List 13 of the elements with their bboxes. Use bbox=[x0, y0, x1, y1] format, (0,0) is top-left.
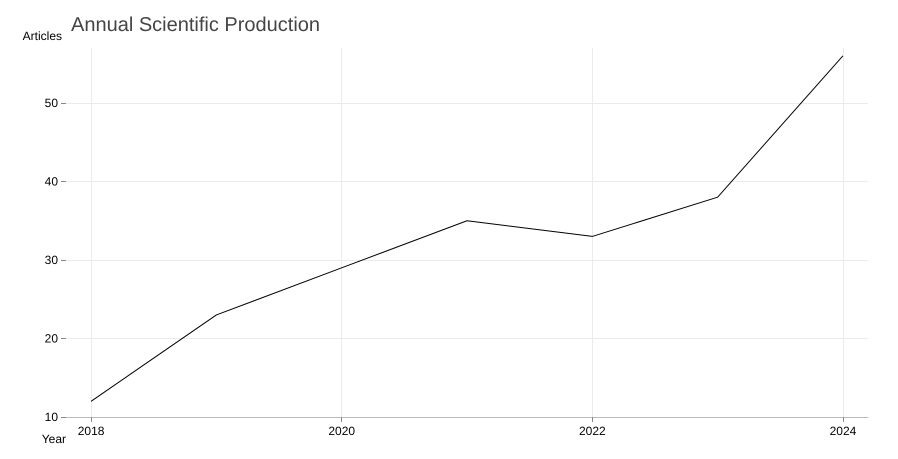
y-axis-title: Articles bbox=[22, 29, 62, 43]
y-tick-label: 50 bbox=[44, 96, 58, 110]
x-tick-label: 2018 bbox=[78, 424, 105, 438]
line-series bbox=[90, 55, 844, 402]
y-tick-label: 30 bbox=[44, 252, 58, 267]
y-tick-label: 20 bbox=[44, 331, 58, 346]
chart-title: Annual Scientific Production bbox=[71, 14, 320, 36]
x-axis-title: Year bbox=[42, 432, 66, 446]
x-tick-label: 2022 bbox=[578, 424, 606, 438]
x-tick-label: 2020 bbox=[328, 424, 356, 438]
x-tick-label: 2024 bbox=[830, 424, 857, 438]
y-tick-label: 10 bbox=[44, 410, 58, 424]
y-tick-label: 40 bbox=[44, 174, 58, 188]
